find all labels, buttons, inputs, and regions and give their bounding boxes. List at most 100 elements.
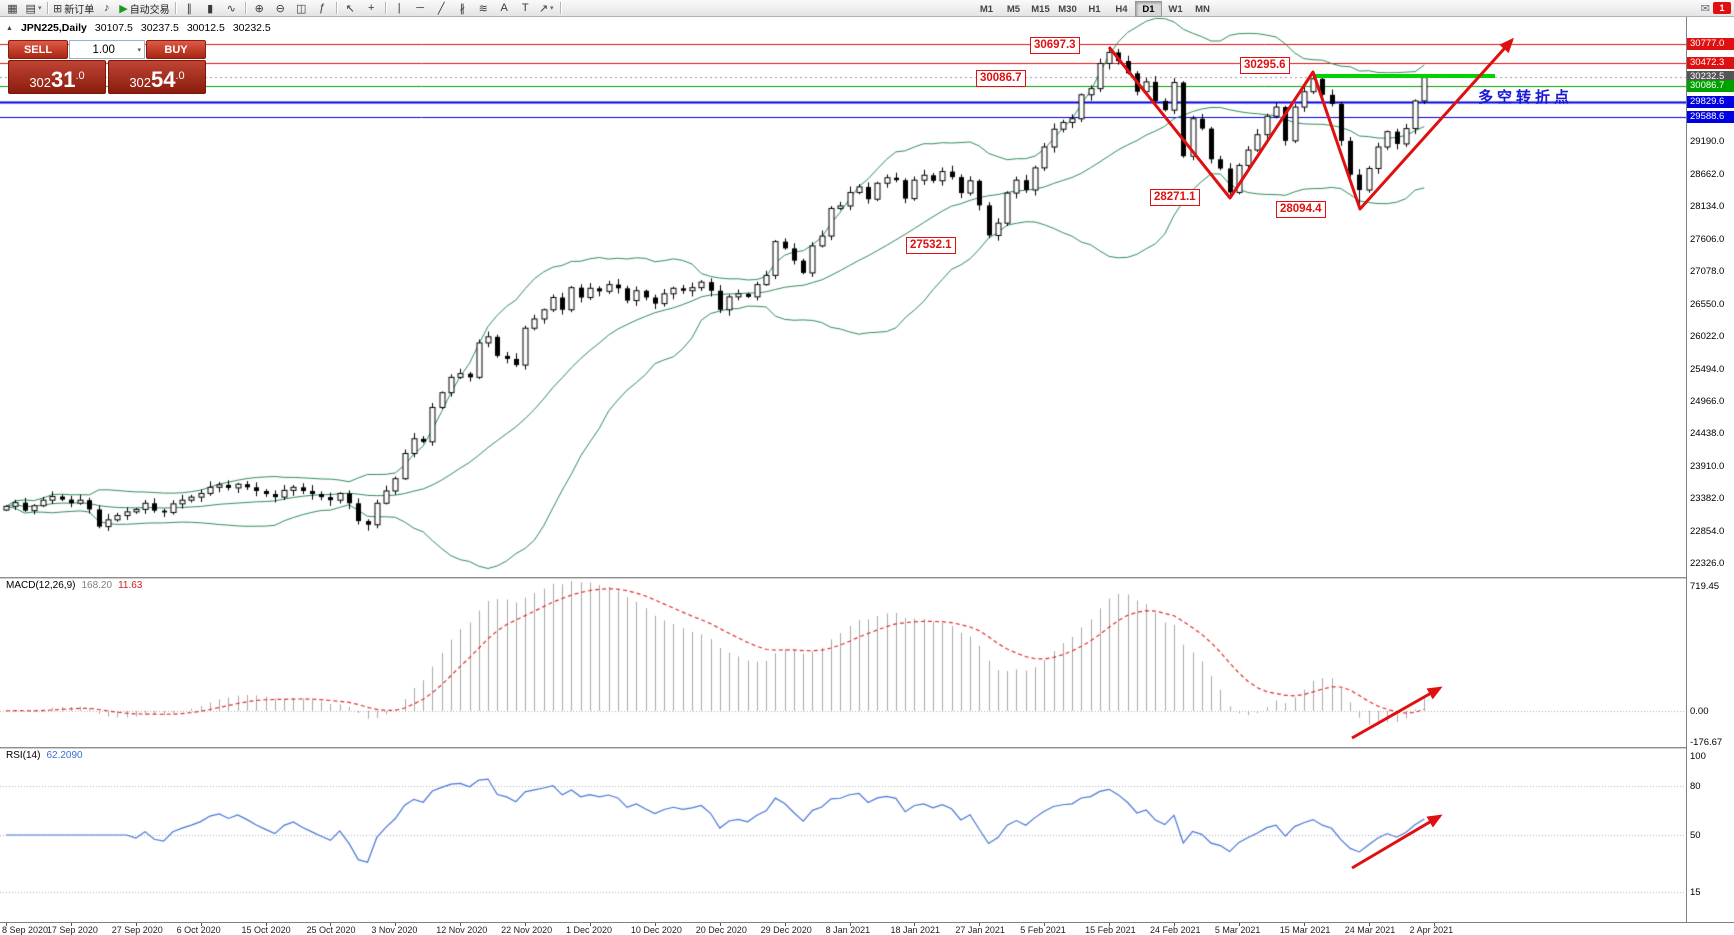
high-value: 30237.5: [140, 22, 179, 34]
toolbar-button-channel-tool[interactable]: ∦: [452, 1, 473, 16]
price-annotation-27532.1[interactable]: 27532.1: [906, 237, 956, 254]
vertical-line-tool-icon: |: [397, 2, 401, 14]
price-axis-tick: 28134.0: [1690, 201, 1725, 213]
rsi-axis-tick: 50: [1690, 830, 1701, 841]
price-tag-29829.6: 29829.6: [1687, 96, 1734, 109]
collapse-panel-icon[interactable]: ▲: [6, 24, 13, 32]
lot-caret-icon[interactable]: ▾: [137, 46, 141, 54]
bar-chart-mode-icon: ∥: [186, 2, 192, 15]
date-label: 15 Feb 2021: [1085, 925, 1136, 935]
price-tag-30777.0: 30777.0: [1687, 38, 1734, 50]
time-axis-tick: [265, 923, 267, 926]
timeframe-button-H4[interactable]: H4: [1115, 3, 1128, 15]
turning-point-note[interactable]: 多空转折点: [1478, 89, 1574, 106]
toolbar-button-new-order[interactable]: ⊞ 新订单: [51, 1, 96, 16]
toolbar-button-new-chart[interactable]: ▦: [2, 1, 23, 16]
timeframe-button-W1[interactable]: W1: [1168, 3, 1183, 15]
date-label: 6 Oct 2020: [176, 925, 221, 935]
toolbar-button-chart-profiles[interactable]: ▤ ▾: [23, 1, 44, 16]
price-annotation-30086.7[interactable]: 30086.7: [976, 70, 1026, 87]
time-axis[interactable]: 8 Sep 2020 17 Sep 2020 27 Sep 2020 6 Oct 20…: [0, 922, 1734, 935]
price-annotation-28094.4[interactable]: 28094.4: [1276, 201, 1326, 218]
zoom-out-icon: ⊖: [275, 2, 285, 15]
sell-price[interactable]: 302 31.0: [8, 60, 106, 94]
timeframe-button-M5[interactable]: M5: [1006, 3, 1021, 15]
buy-price[interactable]: 302 54.0: [108, 60, 206, 94]
time-axis-tick: [395, 923, 397, 926]
toolbar-button-candlestick-mode[interactable]: ▮: [200, 1, 221, 16]
toolbar-button-sound-alerts[interactable]: ♪: [96, 1, 117, 16]
time-axis-tick: [1433, 923, 1435, 926]
price-tag-30086.7: 30086.7: [1687, 80, 1734, 93]
date-label: 24 Feb 2021: [1150, 925, 1201, 935]
sell-button[interactable]: SELL: [8, 40, 68, 59]
price-axis-tick: 26550.0: [1690, 298, 1725, 310]
price-annotation-28271.1[interactable]: 28271.1: [1150, 189, 1200, 206]
toolbar-button-horizontal-line-tool[interactable]: ─: [410, 1, 431, 16]
timeframe-button-D1[interactable]: D1: [1135, 1, 1162, 17]
buy-price-base: 302: [129, 75, 152, 90]
autotrading-icon: ▶: [119, 2, 128, 15]
toolbar-button-text-tool[interactable]: A: [494, 1, 515, 16]
toolbar-button-vertical-line-tool[interactable]: |: [389, 1, 410, 16]
low-value: 30012.5: [186, 22, 225, 34]
lot-size-box: ▾: [69, 40, 145, 59]
lot-input[interactable]: [70, 42, 138, 57]
toolbar-button-line-chart-mode[interactable]: ∿: [221, 1, 242, 16]
rsi-axis-tick: 100: [1690, 751, 1706, 762]
toolbar-button-crosshair-tool[interactable]: +: [361, 1, 382, 16]
new-chart-icon: ▦: [7, 2, 18, 15]
toolbar-button-arrow-objects[interactable]: ↗ ▾: [536, 1, 557, 16]
price-axis-tick: 28662.0: [1690, 168, 1725, 180]
timeframe-button-MN[interactable]: MN: [1195, 3, 1210, 15]
arrow-objects-icon: ↗: [538, 2, 549, 15]
date-label: 5 Mar 2021: [1214, 925, 1261, 935]
toolbar-button-zoom-out[interactable]: ⊖: [270, 1, 291, 16]
date-label: 18 Jan 2021: [890, 925, 940, 935]
timeframe-button-M1[interactable]: M1: [979, 3, 994, 15]
toolbar-button-autotrading[interactable]: ▶ 自动交易: [117, 1, 171, 16]
price-annotation-30295.6[interactable]: 30295.6: [1240, 57, 1290, 74]
tile-windows-icon: ◫: [295, 2, 307, 15]
date-label: 2 Apr 2021: [1409, 925, 1454, 935]
toolbar-button-fibonacci-tool[interactable]: ≋: [473, 1, 494, 16]
date-label: 15 Mar 2021: [1279, 925, 1331, 935]
rsi-axis-tick: 80: [1690, 781, 1701, 793]
trendline-tool-icon: ╱: [437, 2, 445, 15]
price-axis[interactable]: 29190.0 28662.0 28134.0 27606.0 27078.0 26550…: [1686, 17, 1734, 922]
toolbar-separator: [244, 2, 246, 14]
chart-canvas[interactable]: [0, 17, 1686, 922]
toolbar-button-cursor-tool[interactable]: ↖: [340, 1, 361, 16]
toolbar-button-zoom-in[interactable]: ⊕: [249, 1, 270, 16]
toolbar-separator: [47, 2, 48, 14]
date-label: 25 Oct 2020: [306, 925, 356, 935]
time-axis-tick: [1368, 923, 1370, 926]
toolbar-button-trendline-tool[interactable]: ╱: [431, 1, 452, 16]
time-axis-tick: [70, 923, 72, 926]
toolbar-button-indicators-list[interactable]: ƒ: [312, 1, 333, 16]
mail-icon[interactable]: ✉: [1700, 2, 1710, 15]
toolbar-button-tile-windows[interactable]: ◫: [291, 1, 312, 16]
price-tag-29588.6: 29588.6: [1687, 110, 1734, 123]
pane-separator-macd[interactable]: [0, 577, 1734, 579]
pane-separator-rsi[interactable]: [0, 747, 1734, 749]
buy-button[interactable]: BUY: [146, 40, 206, 59]
time-axis-tick: [525, 923, 527, 926]
timeframe-button-H1[interactable]: H1: [1088, 3, 1101, 15]
resistance-zone-bar[interactable]: [1315, 74, 1495, 78]
toolbar-button-bar-chart-mode[interactable]: ∥: [179, 1, 200, 16]
notification-badge[interactable]: 1: [1713, 2, 1731, 14]
price-annotation-30697.3[interactable]: 30697.3: [1030, 37, 1080, 54]
indicators-list-icon: ƒ: [319, 2, 326, 14]
time-axis-tick: [590, 923, 591, 926]
fibonacci-tool-icon: ≋: [478, 2, 488, 15]
buy-price-sup: .0: [175, 70, 185, 82]
toolbar-button-text-label-tool[interactable]: T: [515, 1, 536, 16]
toolbar-separator: [174, 2, 176, 14]
macd-axis-tick: 719.45: [1690, 581, 1720, 592]
timeframe-button-M30[interactable]: M30: [1058, 3, 1077, 15]
rsi-axis-tick: 15: [1690, 886, 1701, 898]
timeframe-button-M15[interactable]: M15: [1031, 3, 1050, 15]
time-axis-tick: [914, 923, 916, 926]
